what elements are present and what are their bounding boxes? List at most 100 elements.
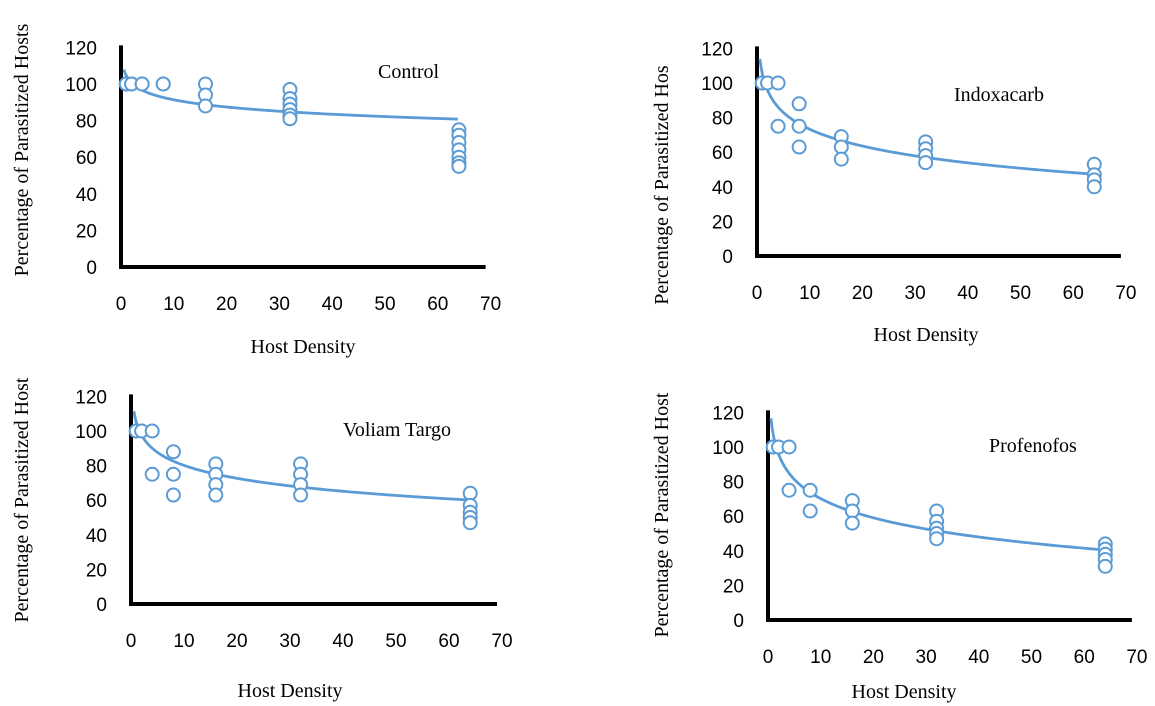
y-tick-label: 40 bbox=[723, 542, 744, 563]
data-point bbox=[462, 485, 478, 501]
x-tick-label: 70 bbox=[1115, 283, 1136, 304]
y-tick-label: 60 bbox=[712, 143, 733, 164]
chart-panel-3: 0 20 40 60 80 100 120 0 10 20 30 40 50 60 70 Voliam Tar… bbox=[11, 377, 513, 702]
data-point bbox=[197, 98, 213, 114]
y-tick-label: 0 bbox=[86, 258, 97, 279]
data-point bbox=[791, 96, 807, 112]
y-tick-label: 40 bbox=[86, 526, 107, 547]
y-tick-label: 0 bbox=[733, 611, 744, 632]
x-tick-label: 10 bbox=[173, 631, 194, 652]
y-tick-label: 80 bbox=[723, 473, 744, 494]
x-tick-label: 40 bbox=[968, 647, 989, 668]
x-tick-label: 60 bbox=[1063, 283, 1084, 304]
y-tick-label: 120 bbox=[712, 403, 744, 424]
data-point bbox=[155, 76, 171, 92]
y-tick-label: 40 bbox=[712, 178, 733, 199]
x-tick-label: 50 bbox=[385, 631, 406, 652]
x-tick-label: 40 bbox=[957, 283, 978, 304]
x-tick-label: 40 bbox=[322, 294, 343, 315]
chart-panel-4: 0 20 40 60 80 100 120 0 10 20 30 40 50 60 70 Profenofos… bbox=[651, 392, 1147, 703]
data-point bbox=[802, 503, 818, 519]
y-tick-label: 60 bbox=[76, 148, 97, 169]
data-point bbox=[833, 139, 849, 155]
data-point bbox=[929, 531, 945, 547]
x-tick-label: 50 bbox=[374, 294, 395, 315]
y-tick-label: 60 bbox=[723, 507, 744, 528]
x-tick-label: 30 bbox=[279, 631, 300, 652]
y-axis-label: Percentage of Parasitized Host bbox=[11, 377, 33, 622]
chart-title: Control bbox=[378, 61, 440, 83]
x-tick-label: 0 bbox=[752, 283, 763, 304]
data-point bbox=[918, 155, 934, 171]
chart-title: Profenofos bbox=[989, 435, 1077, 457]
x-tick-label: 10 bbox=[799, 283, 820, 304]
y-tick-label: 40 bbox=[76, 185, 97, 206]
data-point bbox=[134, 76, 150, 92]
x-tick-label: 60 bbox=[1074, 647, 1095, 668]
y-tick-label: 100 bbox=[701, 74, 733, 95]
x-tick-label: 70 bbox=[1126, 647, 1147, 668]
chart-panel-2: 0 20 40 60 80 100 120 0 10 20 30 40 50 60 70 Indoxacarb… bbox=[651, 39, 1136, 346]
chart-title: Voliam Targo bbox=[343, 419, 451, 441]
x-tick-label: 10 bbox=[810, 647, 831, 668]
x-tick-label: 20 bbox=[852, 283, 873, 304]
y-tick-label: 0 bbox=[96, 595, 107, 616]
data-point bbox=[451, 158, 467, 174]
y-tick-label: 80 bbox=[76, 112, 97, 133]
y-tick-label: 100 bbox=[65, 75, 97, 96]
data-point bbox=[770, 118, 786, 134]
data-point bbox=[165, 466, 181, 482]
data-point bbox=[165, 444, 181, 460]
x-axis-label: Host Density bbox=[251, 336, 356, 358]
chart-title: Indoxacarb bbox=[954, 84, 1044, 106]
x-tick-label: 0 bbox=[763, 647, 774, 668]
data-point bbox=[844, 503, 860, 519]
data-point bbox=[791, 139, 807, 155]
y-tick-label: 20 bbox=[86, 560, 107, 581]
data-point bbox=[791, 118, 807, 134]
data-point bbox=[462, 515, 478, 531]
data-point bbox=[293, 487, 309, 503]
x-tick-label: 20 bbox=[216, 294, 237, 315]
x-tick-label: 30 bbox=[905, 283, 926, 304]
data-point bbox=[282, 111, 298, 127]
data-point bbox=[781, 482, 797, 498]
x-tick-label: 70 bbox=[491, 631, 512, 652]
data-point bbox=[165, 487, 181, 503]
y-tick-label: 100 bbox=[75, 422, 107, 443]
x-tick-label: 50 bbox=[1021, 647, 1042, 668]
chart-panel-1: 0 20 40 60 80 100 120 0 10 20 30 40 50 60 70 Control Hos… bbox=[11, 23, 501, 358]
y-tick-label: 20 bbox=[723, 576, 744, 597]
data-point bbox=[802, 482, 818, 498]
y-tick-label: 60 bbox=[86, 491, 107, 512]
y-tick-label: 120 bbox=[65, 38, 97, 59]
y-tick-label: 0 bbox=[722, 247, 733, 268]
y-tick-label: 20 bbox=[712, 212, 733, 233]
data-point bbox=[844, 515, 860, 531]
y-tick-label: 120 bbox=[701, 39, 733, 60]
data-point bbox=[144, 466, 160, 482]
y-tick-label: 80 bbox=[86, 457, 107, 478]
y-tick-label: 100 bbox=[712, 438, 744, 459]
data-point bbox=[208, 487, 224, 503]
x-tick-label: 20 bbox=[226, 631, 247, 652]
data-point bbox=[1097, 558, 1113, 574]
x-tick-label: 70 bbox=[480, 294, 501, 315]
y-tick-label: 120 bbox=[75, 387, 107, 408]
x-axis-label: Host Density bbox=[238, 680, 343, 702]
x-tick-label: 20 bbox=[863, 647, 884, 668]
data-point bbox=[1086, 179, 1102, 195]
y-tick-label: 80 bbox=[712, 109, 733, 130]
x-axis-label: Host Density bbox=[852, 681, 957, 703]
data-point bbox=[770, 75, 786, 91]
x-tick-label: 30 bbox=[916, 647, 937, 668]
x-tick-label: 30 bbox=[269, 294, 290, 315]
y-tick-label: 20 bbox=[76, 221, 97, 242]
x-tick-label: 60 bbox=[427, 294, 448, 315]
x-axis-label: Host Density bbox=[874, 324, 979, 346]
x-tick-label: 0 bbox=[116, 294, 127, 315]
x-tick-label: 40 bbox=[332, 631, 353, 652]
y-axis-label: Percentage of Parasitized Hos bbox=[651, 65, 673, 305]
data-point bbox=[144, 423, 160, 439]
